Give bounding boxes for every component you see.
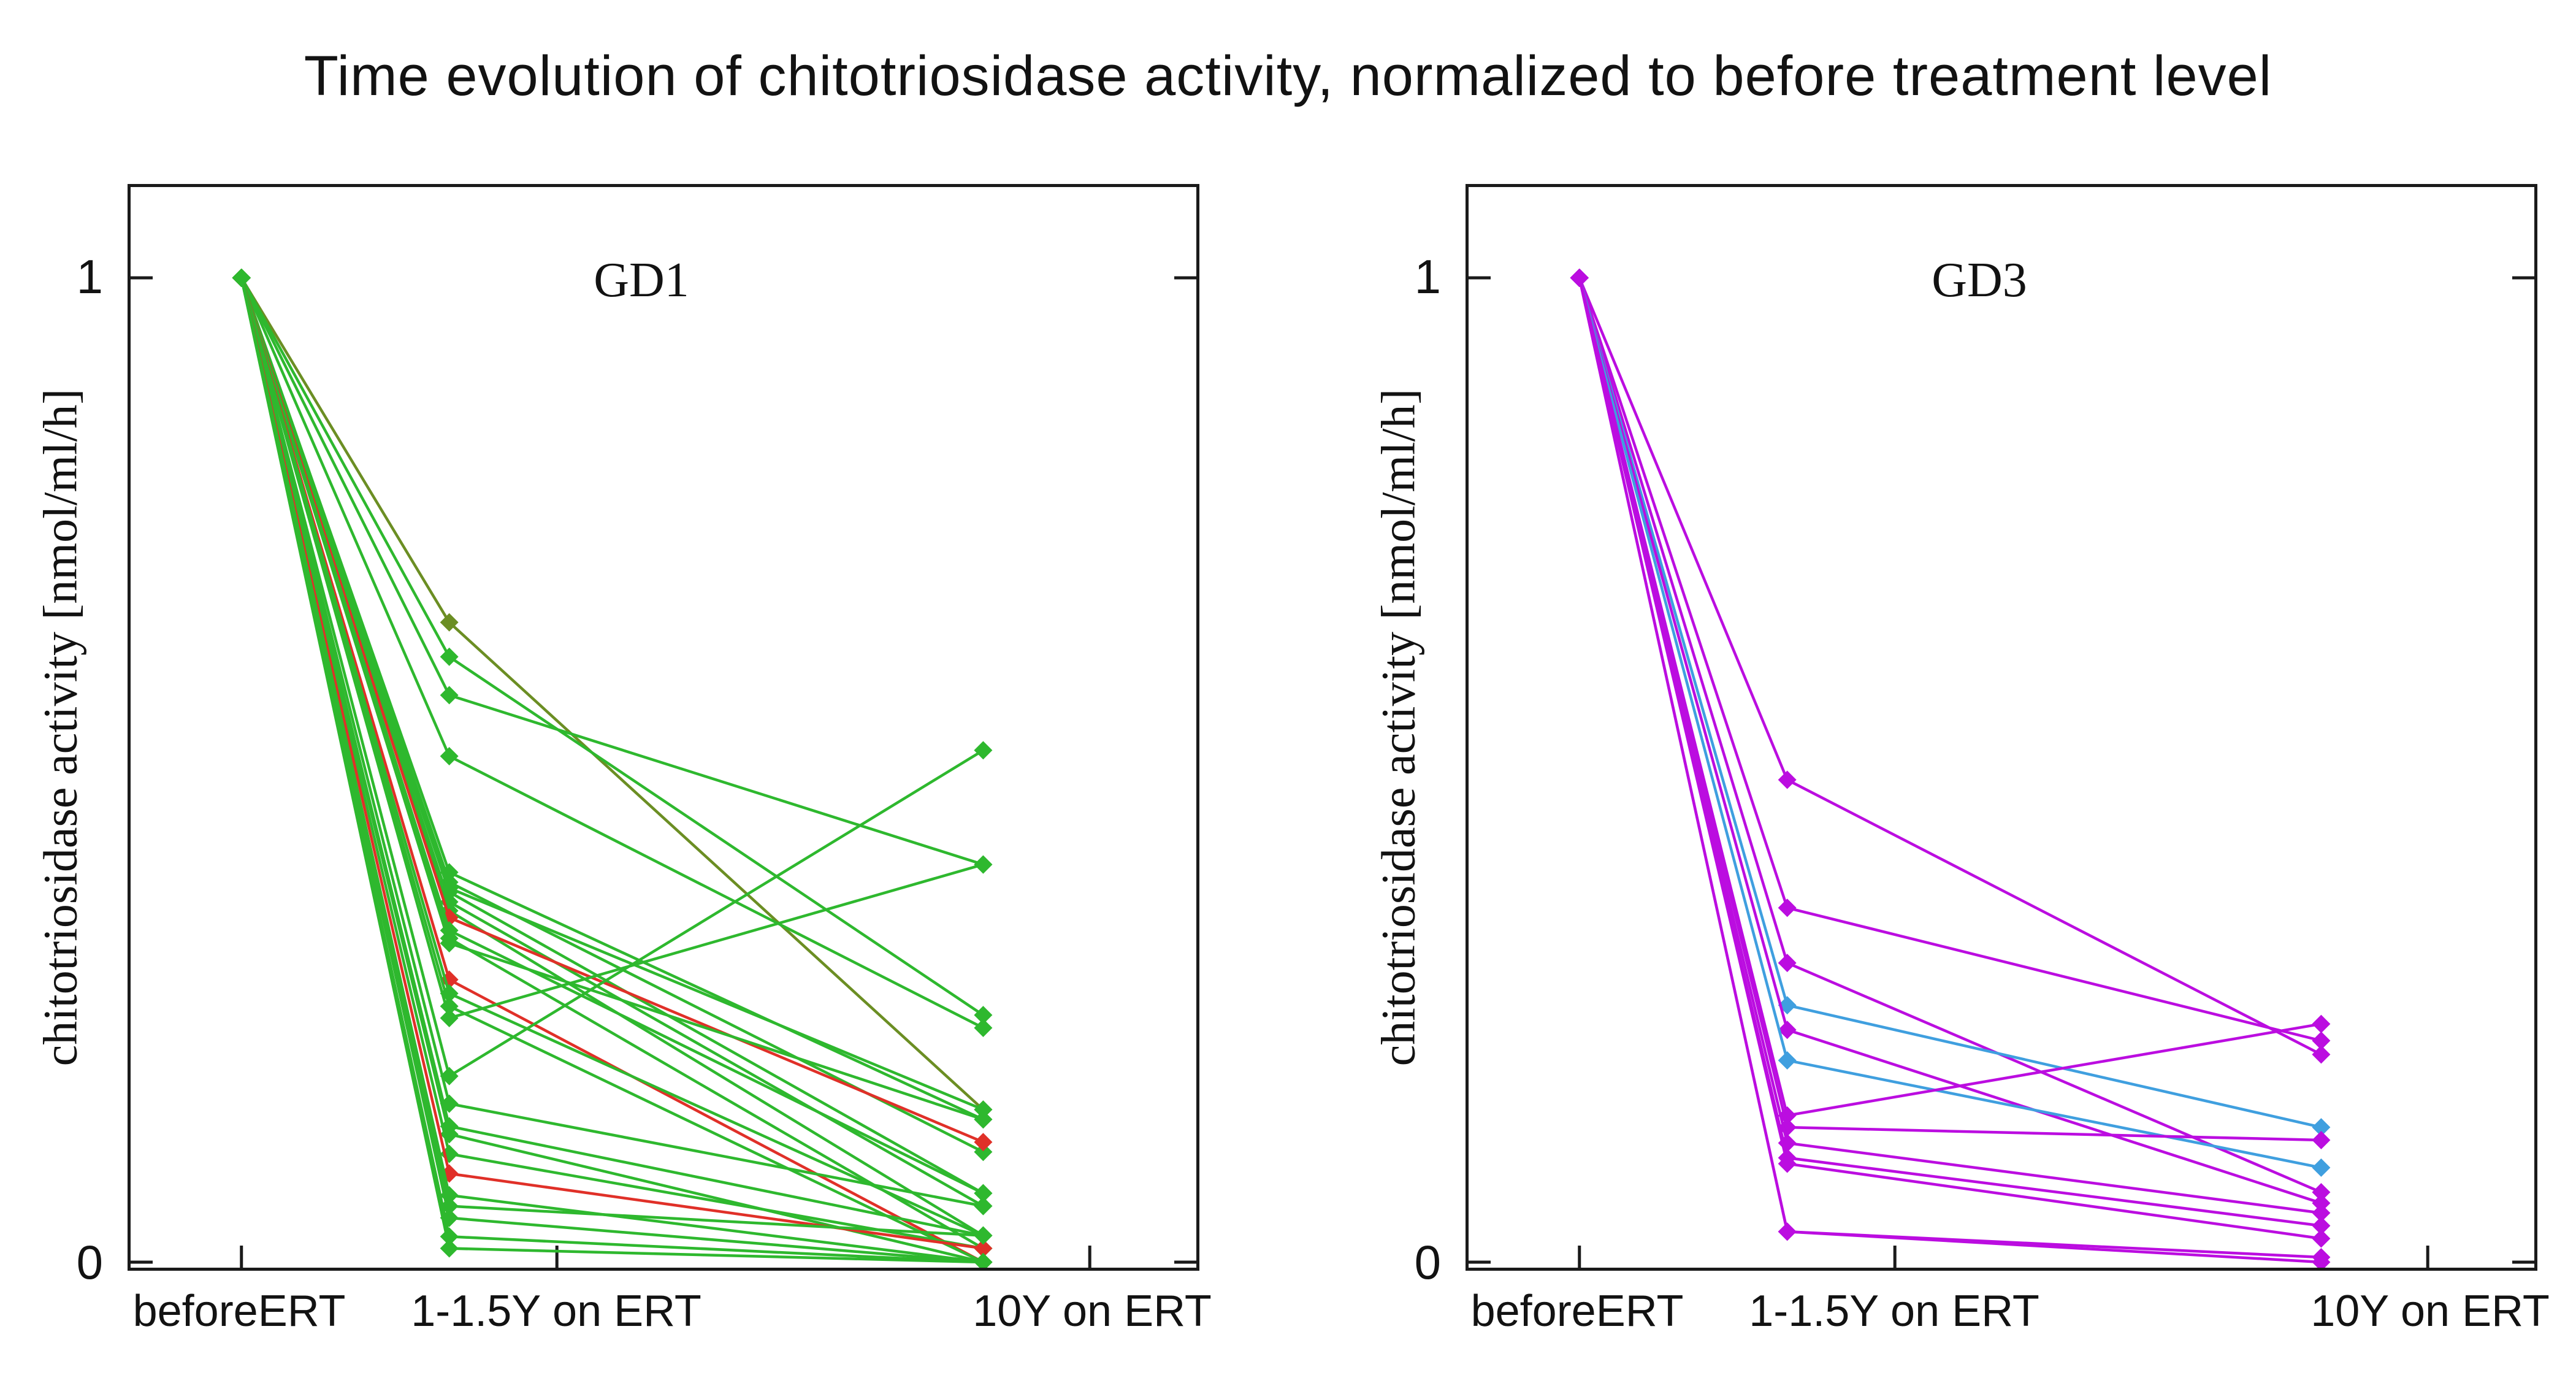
data-point-diamond-3-2 xyxy=(974,1019,993,1038)
data-point-diamond-2-2 xyxy=(2312,1183,2331,1202)
data-point-diamond-4-1 xyxy=(1778,1021,1797,1040)
data-point-diamond-23-2 xyxy=(974,1239,993,1258)
data-point-diamond-13-1 xyxy=(440,933,459,952)
data-point-diamond-19-2 xyxy=(974,1197,993,1216)
series-line-green-1 xyxy=(240,277,984,1017)
series-line-blue-3 xyxy=(1578,277,2322,1129)
data-point-diamond-2-1 xyxy=(440,686,459,705)
data-point-diamond-8-2 xyxy=(2312,1203,2331,1222)
data-point-diamond-12-1 xyxy=(1778,1222,1797,1241)
data-point-diamond-13-2 xyxy=(974,1110,993,1129)
data-point-diamond-5-2 xyxy=(974,1143,993,1162)
series-line-magenta-7 xyxy=(1578,277,2322,1142)
data-point-diamond-10-2 xyxy=(2312,1229,2331,1248)
data-point-diamond-0-2 xyxy=(2312,1045,2331,1064)
data-point-diamond-17-1 xyxy=(440,1008,459,1027)
data-point-diamond-5-1 xyxy=(1778,1051,1797,1070)
gd1-xtick-beforeERT: beforeERT xyxy=(132,1287,346,1336)
data-point-diamond-4-2 xyxy=(2312,1193,2331,1212)
series-line-magenta-12 xyxy=(1578,277,2322,1264)
data-point-diamond-17-2 xyxy=(974,855,993,874)
data-point-diamond-6-2 xyxy=(2312,1014,2331,1033)
data-point-diamond-10-1 xyxy=(1778,1154,1797,1173)
data-point-diamond-1-1 xyxy=(440,647,459,666)
data-point-diamond-11-2 xyxy=(974,1184,993,1203)
series-line-green-13 xyxy=(240,277,984,1121)
data-point-diamond-1-2 xyxy=(974,1006,993,1025)
data-point-diamond-28-1 xyxy=(440,1239,459,1258)
data-point-diamond-2-1 xyxy=(1778,954,1797,973)
data-point-diamond-10-2 xyxy=(974,1133,993,1152)
data-point-diamond-3-2 xyxy=(2312,1118,2331,1137)
gd3-plot-area xyxy=(1466,184,2537,1271)
data-point-diamond-7-2 xyxy=(2312,1130,2331,1149)
data-point-diamond-3-1 xyxy=(440,747,459,766)
data-point-diamond-18-2 xyxy=(974,741,993,760)
data-point-diamond-0-1 xyxy=(1778,770,1797,789)
data-point-diamond-1-2 xyxy=(2312,1031,2331,1050)
gd1-ytick-1: 1 xyxy=(76,250,103,304)
gd3-xtick-10Y: 10Y on ERT xyxy=(2310,1287,2550,1336)
data-point-diamond-25-2 xyxy=(974,1226,993,1245)
gd1-panel-title: GD1 xyxy=(594,253,689,307)
gd3-xtick-beforeERT: beforeERT xyxy=(1470,1287,1684,1336)
series-line-magenta-1 xyxy=(1578,277,2322,1043)
data-point-diamond-5-2 xyxy=(2312,1158,2331,1177)
series-line-green-4 xyxy=(240,277,984,1121)
data-point-diamond-28-0 xyxy=(232,269,251,287)
gd1-line-chart xyxy=(131,269,1196,1268)
gd3-ytick-1: 1 xyxy=(1414,250,1441,304)
gd1-plot-area xyxy=(128,184,1199,1271)
data-point-diamond-0-1 xyxy=(440,613,459,632)
data-point-diamond-28-2 xyxy=(974,1253,993,1268)
gd1-xtick-1-1.5Y: 1-1.5Y on ERT xyxy=(411,1287,701,1336)
gd1-xtick-10Y: 10Y on ERT xyxy=(973,1287,1212,1336)
chart-title: Time evolution of chitotriosidase activi… xyxy=(304,45,2272,107)
data-point-diamond-12-2 xyxy=(2312,1253,2331,1268)
series-line-magenta-11 xyxy=(1578,277,2322,1259)
gd1-ytick-0: 0 xyxy=(76,1235,103,1289)
data-point-diamond-6-2 xyxy=(974,1100,993,1119)
data-point-diamond-9-2 xyxy=(2312,1216,2331,1235)
gd3-ytick-0: 0 xyxy=(1414,1235,1441,1289)
gd1-y-axis-label: chitotriosidase activity [nmol/ml/h] xyxy=(33,388,87,1067)
data-point-diamond-12-0 xyxy=(1570,269,1589,287)
gd3-line-chart xyxy=(1469,269,2534,1268)
series-line-green-17 xyxy=(240,277,984,1020)
gd3-panel-title: GD3 xyxy=(1932,253,2027,307)
gd3-y-axis-label: chitotriosidase activity [nmol/ml/h] xyxy=(1371,388,1425,1067)
data-point-diamond-1-1 xyxy=(1778,898,1797,917)
gd3-xtick-1-1.5Y: 1-1.5Y on ERT xyxy=(1749,1287,2039,1336)
